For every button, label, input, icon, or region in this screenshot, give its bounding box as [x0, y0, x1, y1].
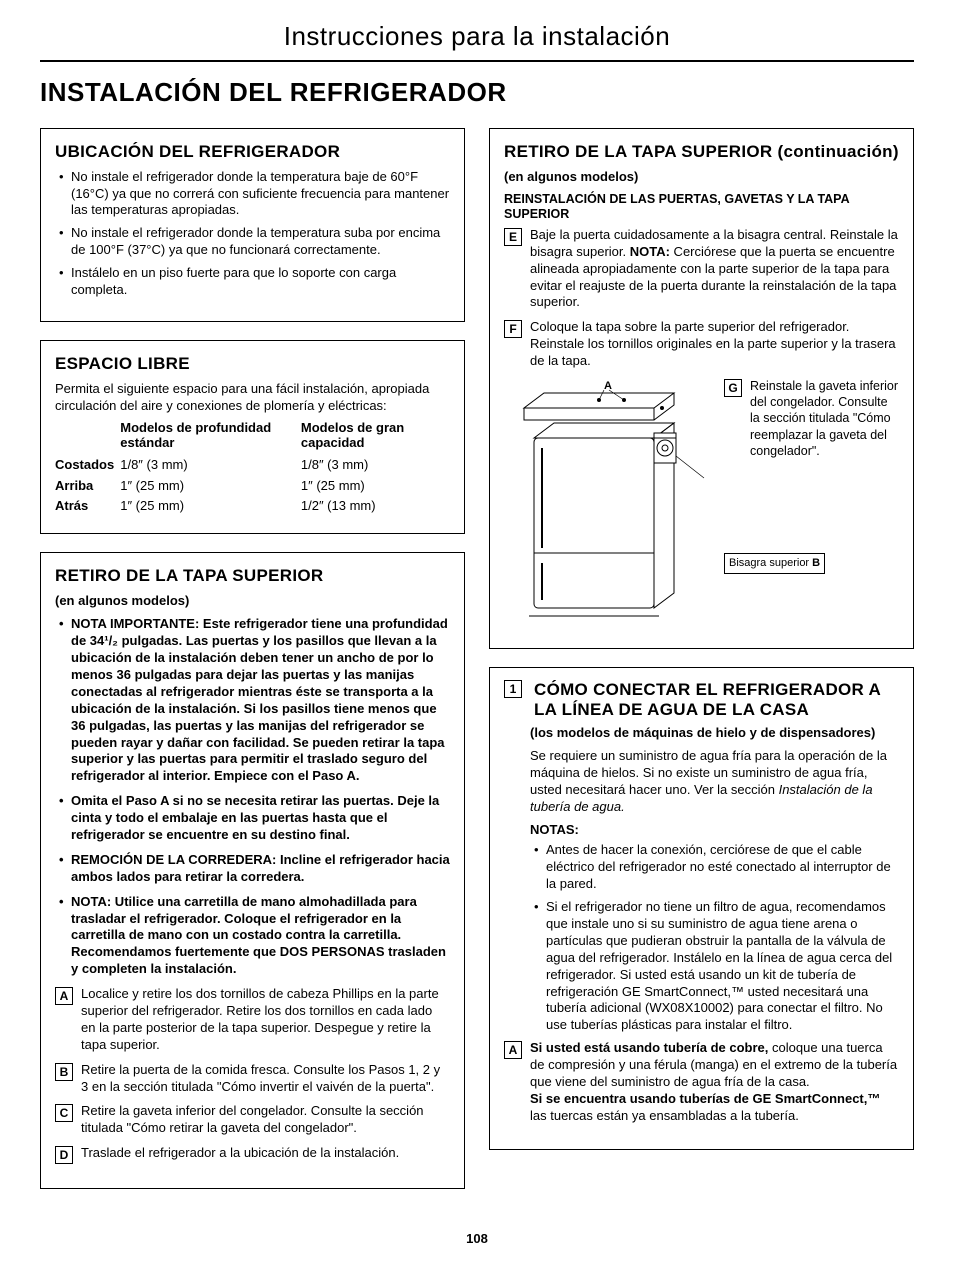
figure-side-text: G Reinstale la gaveta inferior del conge… — [724, 378, 899, 628]
ubicacion-bullets: No instale el refrigerador donde la temp… — [55, 169, 450, 299]
cell: 1/8″ (3 mm) — [301, 455, 450, 476]
row-label: Arriba — [55, 476, 120, 497]
conectar-intro: Se requiere un suministro de agua fría p… — [530, 748, 899, 816]
step-badge: B — [55, 1063, 73, 1081]
step-badge: C — [55, 1104, 73, 1122]
table-row: Arriba 1″ (25 mm) 1″ (25 mm) — [55, 476, 450, 497]
step-badge: D — [55, 1146, 73, 1164]
hinge-label: Bisagra superior — [729, 557, 809, 569]
cell: 1/2″ (13 mm) — [301, 496, 450, 517]
section-number-badge: 1 — [504, 680, 522, 698]
ubicacion-title: UBICACIÓN DEL REFRIGERADOR — [55, 141, 450, 163]
retiro-title: RETIRO DE LA TAPA SUPERIOR — [55, 565, 450, 587]
step-d: D Traslade el refrigerador a la ubicació… — [55, 1145, 450, 1164]
retiro-cont-title: RETIRO DE LA TAPA SUPERIOR (continuación… — [504, 141, 899, 163]
retiro-subtitle: (en algunos modelos) — [55, 593, 450, 610]
two-column-layout: UBICACIÓN DEL REFRIGERADOR No instale el… — [40, 128, 914, 1208]
step-badge: A — [55, 987, 73, 1005]
text: las tuercas están ya ensambladas a la tu… — [530, 1108, 799, 1123]
step-text: Reinstale la gaveta inferior del congela… — [750, 378, 899, 459]
bullet-item: Si el refrigerador no tiene un filtro de… — [534, 899, 899, 1034]
notes-label: NOTAS: — [530, 822, 899, 839]
step-b: B Retire la puerta de la comida fresca. … — [55, 1062, 450, 1096]
step-c: C Retire la gaveta inferior del congelad… — [55, 1103, 450, 1137]
left-column: UBICACIÓN DEL REFRIGERADOR No instale el… — [40, 128, 465, 1208]
step-badge: G — [724, 379, 742, 397]
bullet-item: No instale el refrigerador donde la temp… — [59, 225, 450, 259]
bullet-item: Instálelo en un piso fuerte para que lo … — [59, 265, 450, 299]
step-a: A Localice y retire los dos tornillos de… — [55, 986, 450, 1054]
page-number: 108 — [40, 1231, 914, 1248]
conectar-title: CÓMO CONECTAR EL REFRIGERADOR A LA LÍNEA… — [534, 680, 899, 719]
step-text: Traslade el refrigerador a la ubicación … — [81, 1145, 450, 1162]
step-badge: F — [504, 320, 522, 338]
clearance-table: Modelos de profundidad estándar Modelos … — [55, 421, 450, 518]
step-badge: E — [504, 228, 522, 246]
table-row: Atrás 1″ (25 mm) 1/2″ (13 mm) — [55, 496, 450, 517]
bullet-item: Antes de hacer la conexión, cerciórese d… — [534, 842, 899, 893]
cell: 1″ (25 mm) — [120, 496, 301, 517]
table-header: Modelos de profundidad estándar — [120, 421, 301, 455]
bullet-item: REMOCIÓN DE LA CORREDERA: Incline el ref… — [59, 852, 450, 886]
section-retiro: RETIRO DE LA TAPA SUPERIOR (en algunos m… — [40, 552, 465, 1189]
step-text: Retire la gaveta inferior del congelador… — [81, 1103, 450, 1137]
retiro-bold-bullets: NOTA IMPORTANTE: Este refrigerador tiene… — [55, 616, 450, 978]
espacio-intro: Permita el siguiente espacio para una fá… — [55, 381, 450, 415]
figure-wrap: A — [504, 378, 899, 628]
bullet-item: NOTA: Utilice una carretilla de mano alm… — [59, 894, 450, 978]
conectar-step-a: A Si usted está usando tubería de cobre,… — [504, 1040, 899, 1124]
nota-label: NOTA: — [630, 244, 670, 259]
cell: 1″ (25 mm) — [120, 476, 301, 497]
hinge-label-b: B — [812, 557, 820, 569]
table-header: Modelos de gran capacidad — [301, 421, 450, 455]
step-e: E Baje la puerta cuidadosamente a la bis… — [504, 227, 899, 311]
row-label: Costados — [55, 455, 120, 476]
step-badge: A — [504, 1041, 522, 1059]
svg-text:A: A — [604, 380, 612, 392]
step-text: Baje la puerta cuidadosamente a la bisag… — [530, 227, 899, 311]
section-conectar: 1 CÓMO CONECTAR EL REFRIGERADOR A LA LÍN… — [489, 667, 914, 1150]
bullet-item: NOTA IMPORTANTE: Este refrigerador tiene… — [59, 616, 450, 785]
bullet-item: Omita el Paso A si no se necesita retira… — [59, 793, 450, 844]
bullet-item: No instale el refrigerador donde la temp… — [59, 169, 450, 220]
step-f: F Coloque la tapa sobre la parte superio… — [504, 319, 899, 370]
bold-text: Si usted está usando tubería de cobre, — [530, 1040, 768, 1055]
retiro-cont-subtitle2: REINSTALACIÓN DE LAS PUERTAS, GAVETAS Y … — [504, 192, 899, 223]
page-main-title: INSTALACIÓN DEL REFRIGERADOR — [40, 76, 914, 110]
page-header-top: Instrucciones para la instalación — [40, 20, 914, 62]
cell: 1″ (25 mm) — [301, 476, 450, 497]
refrigerator-diagram: A — [504, 378, 714, 628]
right-column: RETIRO DE LA TAPA SUPERIOR (continuación… — [489, 128, 914, 1208]
step-text: Localice y retire los dos tornillos de c… — [81, 986, 450, 1054]
bold-text: Si se encuentra usando tuberías de GE Sm… — [530, 1091, 880, 1106]
cell: 1/8″ (3 mm) — [120, 455, 301, 476]
section-ubicacion: UBICACIÓN DEL REFRIGERADOR No instale el… — [40, 128, 465, 322]
step-text: Si usted está usando tubería de cobre, c… — [530, 1040, 899, 1124]
table-header — [55, 421, 120, 455]
section-retiro-cont: RETIRO DE LA TAPA SUPERIOR (continuación… — [489, 128, 914, 649]
espacio-title: ESPACIO LIBRE — [55, 353, 450, 375]
step-text: Coloque la tapa sobre la parte superior … — [530, 319, 899, 370]
row-label: Atrás — [55, 496, 120, 517]
conectar-subtitle: (los modelos de máquinas de hielo y de d… — [530, 725, 899, 742]
section-espacio: ESPACIO LIBRE Permita el siguiente espac… — [40, 340, 465, 534]
retiro-cont-subtitle: (en algunos modelos) — [504, 169, 899, 186]
step-text: Retire la puerta de la comida fresca. Co… — [81, 1062, 450, 1096]
table-row: Costados 1/8″ (3 mm) 1/8″ (3 mm) — [55, 455, 450, 476]
conectar-notes: Antes de hacer la conexión, cerciórese d… — [530, 842, 899, 1034]
